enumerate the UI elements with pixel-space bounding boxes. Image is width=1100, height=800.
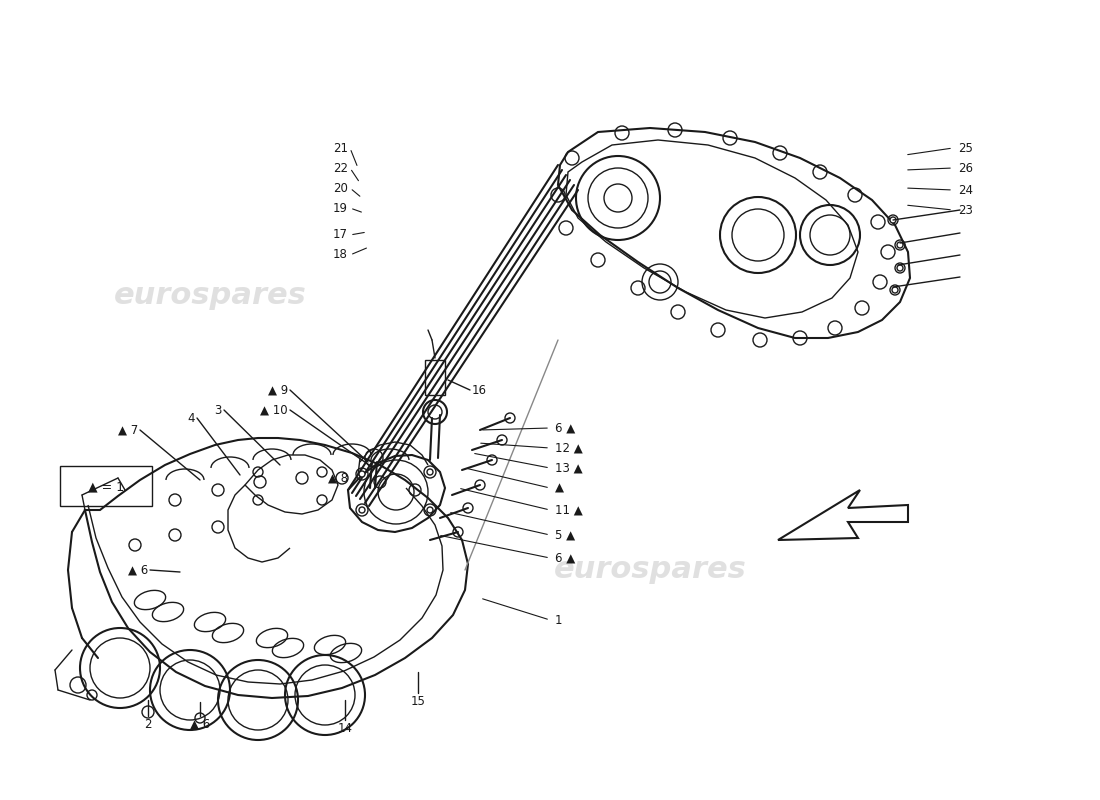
Text: 6 ▲: 6 ▲ bbox=[556, 422, 575, 434]
Circle shape bbox=[427, 469, 433, 475]
Text: ▲ 7: ▲ 7 bbox=[118, 423, 138, 437]
Text: 14: 14 bbox=[338, 722, 352, 735]
Text: 17: 17 bbox=[333, 229, 348, 242]
Circle shape bbox=[359, 471, 365, 477]
Text: 18: 18 bbox=[333, 249, 348, 262]
Text: ▲ 9: ▲ 9 bbox=[267, 383, 288, 397]
Text: 11 ▲: 11 ▲ bbox=[556, 503, 583, 517]
Text: 23: 23 bbox=[958, 203, 972, 217]
Text: eurospares: eurospares bbox=[113, 281, 307, 310]
Circle shape bbox=[892, 287, 898, 293]
Text: 3: 3 bbox=[214, 403, 222, 417]
Text: 21: 21 bbox=[333, 142, 348, 154]
Text: 26: 26 bbox=[958, 162, 974, 174]
Text: ▲ 8: ▲ 8 bbox=[328, 471, 348, 485]
Circle shape bbox=[896, 242, 903, 248]
Text: 24: 24 bbox=[958, 183, 974, 197]
Text: 1: 1 bbox=[556, 614, 562, 626]
Text: ▲ = 1: ▲ = 1 bbox=[88, 481, 124, 494]
Text: 6 ▲: 6 ▲ bbox=[556, 551, 575, 565]
Text: 2: 2 bbox=[144, 718, 152, 731]
Text: 4: 4 bbox=[187, 411, 195, 425]
Text: 19: 19 bbox=[333, 202, 348, 214]
Circle shape bbox=[890, 217, 896, 223]
Circle shape bbox=[427, 507, 433, 513]
Circle shape bbox=[896, 265, 903, 271]
Text: eurospares: eurospares bbox=[553, 555, 747, 585]
Text: 12 ▲: 12 ▲ bbox=[556, 442, 583, 454]
Text: 13 ▲: 13 ▲ bbox=[556, 462, 583, 474]
Text: ▲: ▲ bbox=[556, 482, 564, 494]
Text: 15: 15 bbox=[410, 695, 426, 708]
Text: 16: 16 bbox=[472, 383, 487, 397]
Text: ▲ 6: ▲ 6 bbox=[128, 563, 148, 577]
Text: 20: 20 bbox=[333, 182, 348, 194]
Text: ▲ 6: ▲ 6 bbox=[190, 718, 210, 731]
Text: ▲ 10: ▲ 10 bbox=[261, 403, 288, 417]
Text: 25: 25 bbox=[958, 142, 972, 154]
Text: 5 ▲: 5 ▲ bbox=[556, 529, 575, 542]
Circle shape bbox=[359, 507, 365, 513]
Text: 22: 22 bbox=[333, 162, 348, 174]
